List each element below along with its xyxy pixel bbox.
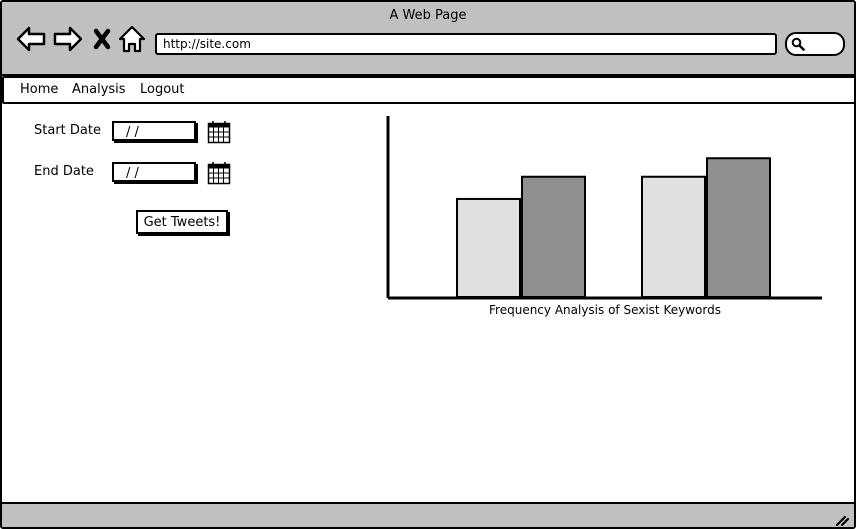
url-input[interactable]: http://site.com (155, 33, 777, 55)
home-icon[interactable] (118, 24, 148, 54)
back-arrow-icon[interactable] (16, 24, 46, 54)
status-bar (2, 502, 854, 527)
start-date-input[interactable]: / / (112, 121, 196, 141)
chart-title: Frequency Analysis of Sexist Keywords (489, 303, 721, 317)
calendar-icon[interactable] (207, 161, 231, 185)
bar-chart (386, 116, 822, 300)
window-title: A Web Page (389, 8, 467, 23)
chart-bar (456, 197, 521, 298)
resize-grip-icon[interactable] (834, 511, 850, 527)
menu-item-analysis[interactable]: Analysis (72, 82, 126, 97)
menu-item-logout[interactable]: Logout (140, 82, 185, 97)
chart-bar (521, 175, 586, 298)
close-x-icon[interactable] (90, 24, 120, 54)
get-tweets-button[interactable]: Get Tweets! (136, 210, 228, 234)
forward-arrow-icon[interactable] (53, 24, 83, 54)
menu-item-home[interactable]: Home (20, 82, 59, 97)
calendar-icon[interactable] (207, 120, 231, 144)
search-field[interactable] (785, 32, 845, 56)
chart-bar (706, 157, 771, 298)
magnifier-icon (791, 37, 805, 51)
chart-bar (641, 175, 706, 298)
end-date-input[interactable]: / / (112, 162, 196, 182)
start-date-label: Start Date (34, 123, 101, 138)
menu-bar: Home Analysis Logout (2, 76, 854, 104)
end-date-label: End Date (34, 164, 94, 179)
browser-toolbar: A Web Page http://site.com (2, 2, 854, 76)
